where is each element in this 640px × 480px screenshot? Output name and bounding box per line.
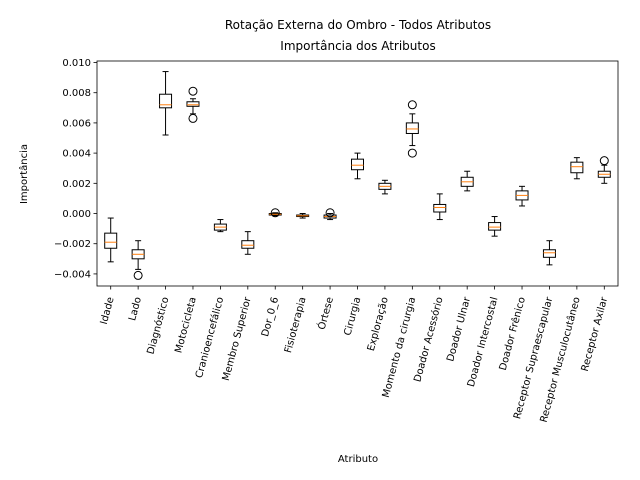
x-axis-title: Atributo [338, 454, 378, 465]
x-tick-label: Fisioterapia [283, 296, 309, 354]
box [488, 222, 502, 231]
box-group [213, 219, 227, 233]
box [186, 101, 200, 107]
x-tick-label: Doador Ulnar [445, 295, 473, 363]
box-group [570, 157, 584, 180]
x-tick-label: Cranioencefálico [193, 296, 226, 380]
outlier-point [188, 86, 198, 96]
y-tick-label: 0.008 [62, 88, 91, 99]
y-tick-label: −0.002 [54, 239, 91, 250]
x-tick-label: Doador Acessório [411, 296, 445, 384]
y-tick-label: 0.006 [62, 118, 91, 129]
box-group [597, 156, 611, 184]
y-axis: −0.004 −0.002 0.000 0.002 0.004 0.006 0.008 0.0… [54, 58, 97, 280]
plot-frame [96, 60, 619, 287]
y-tick-label: −0.004 [54, 269, 91, 280]
box [241, 240, 255, 249]
x-tick-label: Órtese [315, 295, 336, 331]
outlier-point [188, 113, 198, 123]
box-group [433, 193, 447, 221]
chart-subtitle: Importância dos Atributos [280, 39, 435, 53]
x-axis: Idade Lado Diagnóstico MotocicletaCranioenc… [99, 286, 611, 424]
y-tick-label: 0.000 [62, 209, 91, 220]
x-tick-label: Exploração [366, 296, 391, 352]
x-tick-label: Idade [99, 296, 117, 326]
box [542, 249, 556, 258]
x-tick-label: Lado [127, 296, 144, 322]
box [351, 158, 364, 171]
box-group [296, 213, 310, 219]
box [433, 203, 447, 213]
box-group [460, 170, 474, 192]
box-group [515, 185, 529, 207]
chart-title: Rotação Externa do Ombro - Todos Atribut… [225, 18, 491, 32]
box-group [542, 240, 556, 266]
x-tick-label: Receptor Axilar [580, 295, 611, 373]
box-group [405, 100, 419, 158]
x-tick-label: Motocicleta [173, 296, 199, 354]
outlier-point [407, 100, 417, 110]
outlier-point [325, 208, 335, 218]
box-group [186, 86, 200, 123]
box-group [488, 216, 502, 237]
box-group [159, 71, 173, 136]
x-tick-label: Doador Frênico [497, 296, 528, 372]
box [405, 122, 419, 134]
outlier-point [270, 208, 280, 218]
box-group [378, 179, 392, 195]
x-tick-label: Membro Superior [221, 295, 254, 382]
box-group [351, 152, 364, 180]
outlier-point [407, 148, 417, 158]
x-tick-label: Cirurgia [343, 296, 364, 337]
box-group [323, 208, 337, 221]
box [159, 93, 173, 109]
box-group [104, 217, 118, 263]
outlier-point [599, 156, 609, 166]
box-group [268, 208, 282, 218]
plot-area [104, 71, 611, 280]
box [570, 161, 584, 174]
y-axis-title: Importância [18, 144, 30, 204]
y-tick-label: 0.010 [62, 58, 91, 69]
box-group [241, 231, 255, 255]
box [104, 232, 118, 249]
x-tick-label: Diagnóstico [145, 296, 172, 356]
x-tick-label: Doador Intercostal [466, 296, 501, 388]
x-tick-label: Dor_0_6 [260, 296, 281, 338]
y-tick-label: 0.002 [62, 179, 91, 190]
y-tick-label: 0.004 [62, 149, 91, 160]
box-group [131, 240, 145, 280]
outlier-point [133, 270, 143, 280]
